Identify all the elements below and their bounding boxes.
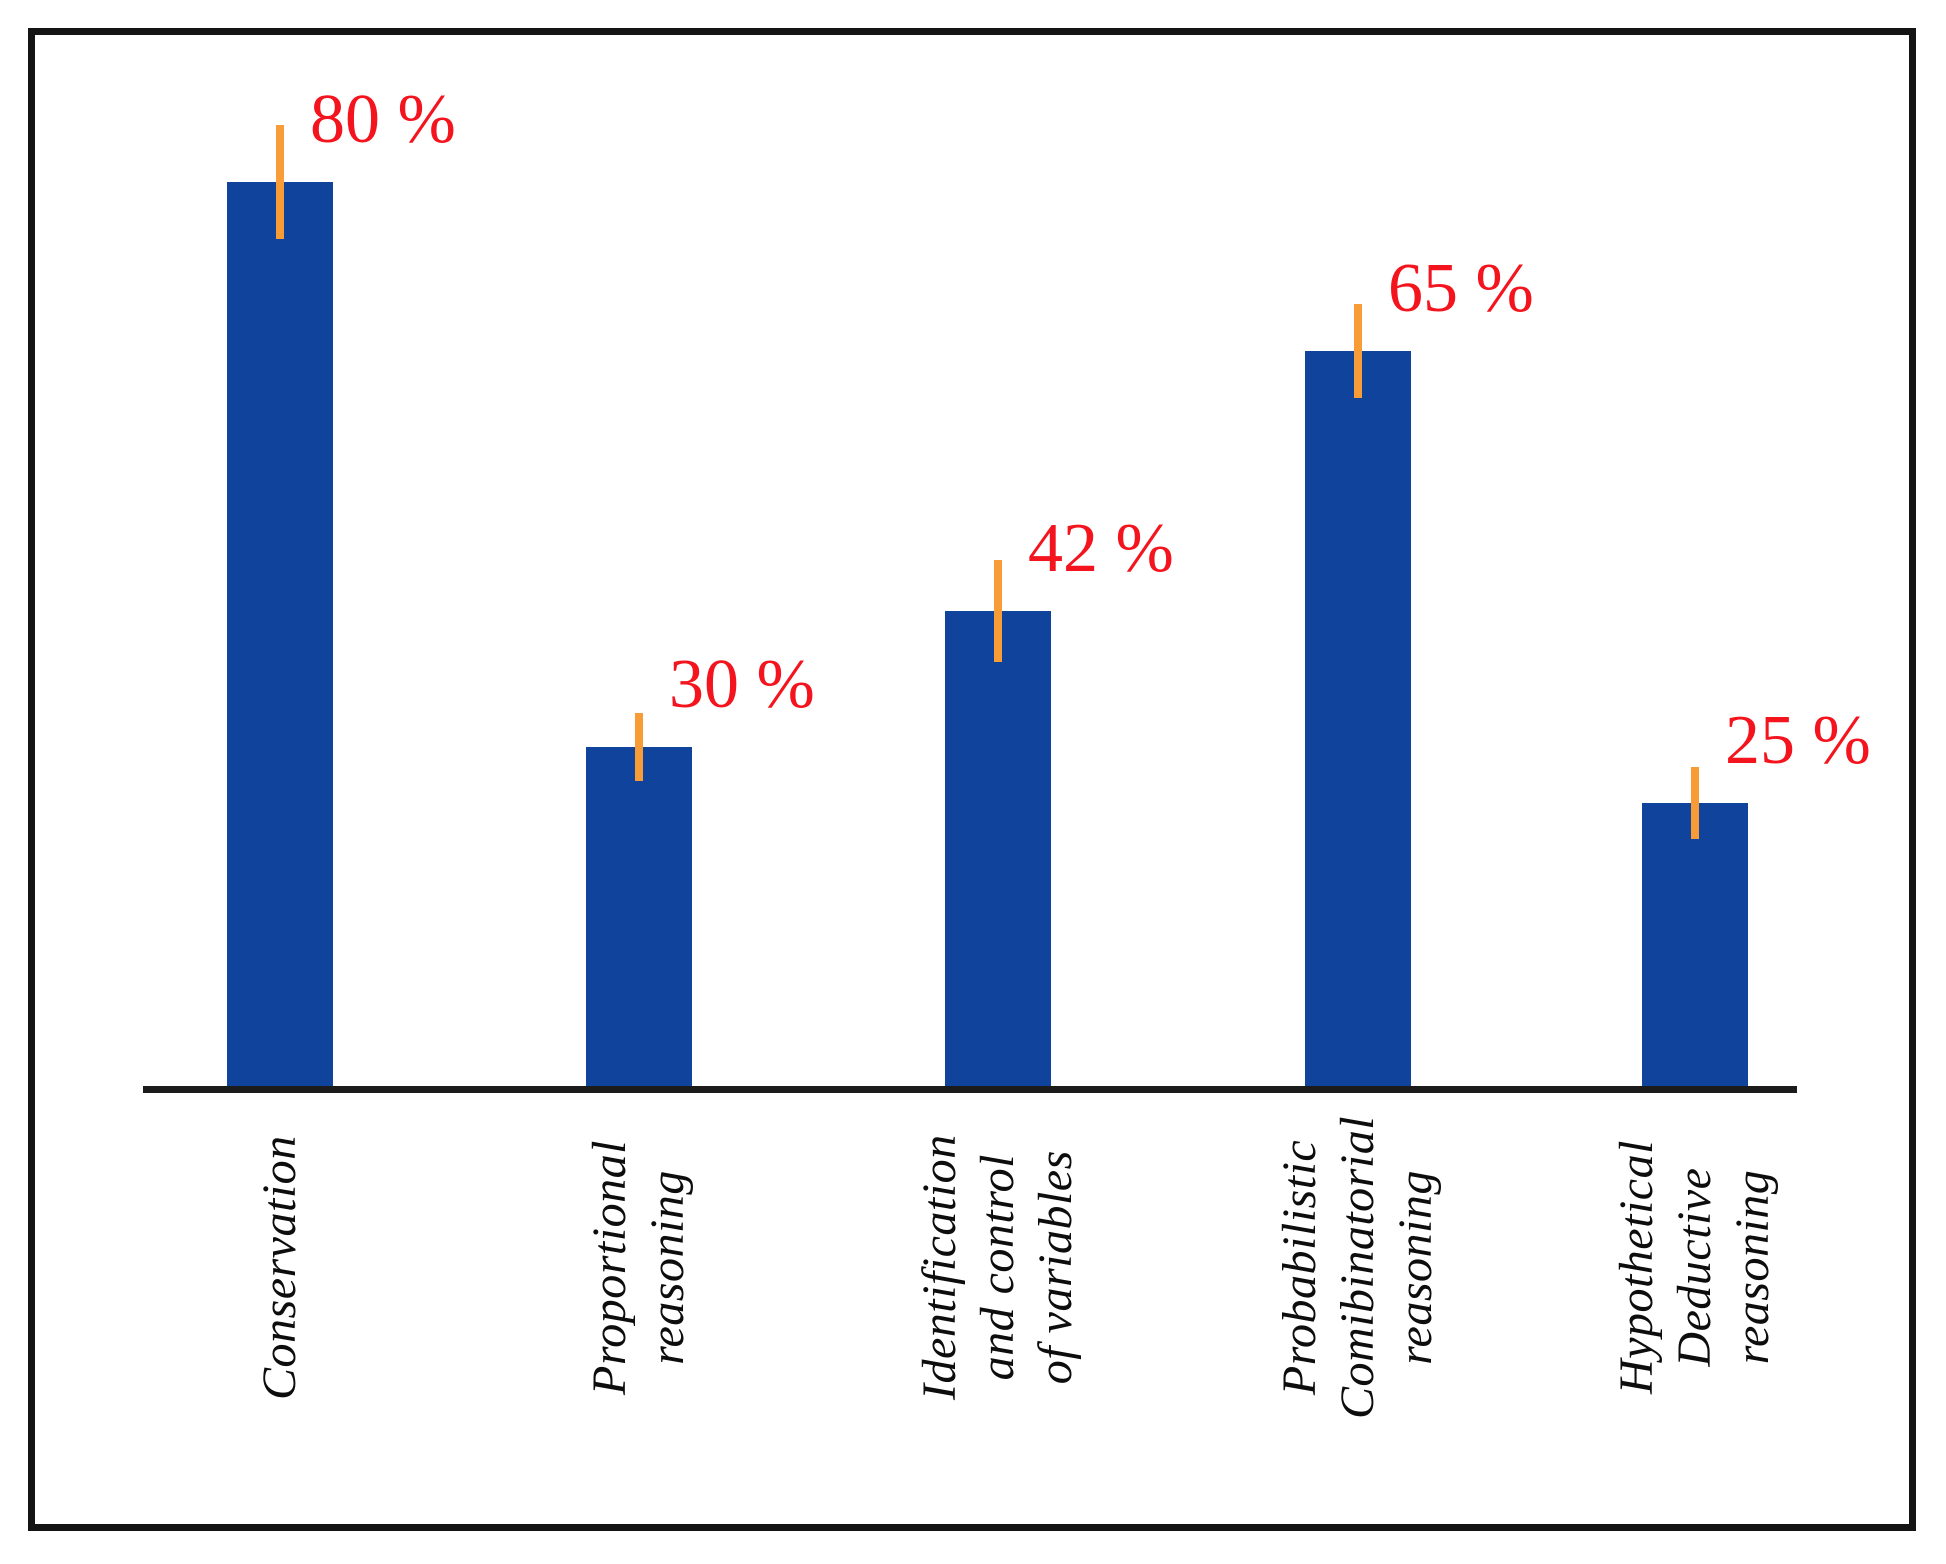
category-label-line: Probabilistic [1273, 1139, 1326, 1395]
value-label-proportional-reasoning: 30 % [669, 646, 815, 723]
x-axis-line [143, 1086, 1797, 1093]
bar-proportional-reasoning [586, 747, 692, 1086]
value-label-probabilistic-comibinatorial-reasoning: 65 % [1388, 250, 1534, 327]
category-label-line: Proportional [583, 1139, 636, 1395]
error-bar-conservation [276, 125, 284, 239]
bar-conservation [227, 182, 333, 1086]
category-label-line: Comibinatorial [1331, 1115, 1384, 1419]
category-label-line: Conservation [253, 1134, 306, 1400]
category-label-line: reasoning [1389, 1169, 1442, 1365]
error-bar-probabilistic-comibinatorial-reasoning [1354, 304, 1362, 398]
category-label-line: and control [971, 1154, 1024, 1381]
category-label-line: of variables [1029, 1150, 1082, 1385]
category-label-probabilistic-comibinatorial-reasoning: Probabilistic Comibinatorial reasoning [1271, 1115, 1445, 1418]
category-label-line: reasoning [641, 1169, 694, 1365]
value-label-hypothetical-deductive-reasoning: 25 % [1725, 702, 1871, 779]
category-label-conservation: Conservation [251, 1135, 309, 1400]
category-label-hypothetical-deductive-reasoning: Hypothetical Deductive reasoning [1608, 1140, 1782, 1394]
category-label-identification-and-control-of-variables: Identification and control of variables [911, 1134, 1085, 1400]
category-label-line: Hypothetical [1610, 1140, 1663, 1394]
bar-identification-and-control-of-variables [945, 611, 1051, 1086]
category-label-proportional-reasoning: Proportional reasoning [581, 1140, 697, 1395]
bar-hypothetical-deductive-reasoning [1642, 803, 1748, 1086]
chart-frame [28, 28, 1916, 1531]
error-bar-hypothetical-deductive-reasoning [1691, 767, 1699, 839]
value-label-conservation: 80 % [310, 81, 456, 158]
error-bar-identification-and-control-of-variables [994, 560, 1002, 662]
category-label-line: Identification [913, 1134, 966, 1400]
error-bar-proportional-reasoning [635, 713, 643, 781]
bar-probabilistic-comibinatorial-reasoning [1305, 351, 1411, 1086]
category-label-line: Deductive [1668, 1167, 1721, 1367]
category-label-line: reasoning [1726, 1169, 1779, 1365]
value-label-identification-and-control-of-variables: 42 % [1028, 510, 1174, 587]
